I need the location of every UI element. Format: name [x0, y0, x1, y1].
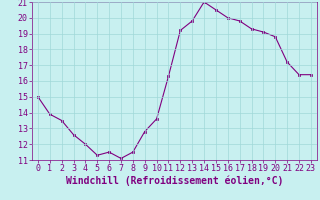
- X-axis label: Windchill (Refroidissement éolien,°C): Windchill (Refroidissement éolien,°C): [66, 176, 283, 186]
